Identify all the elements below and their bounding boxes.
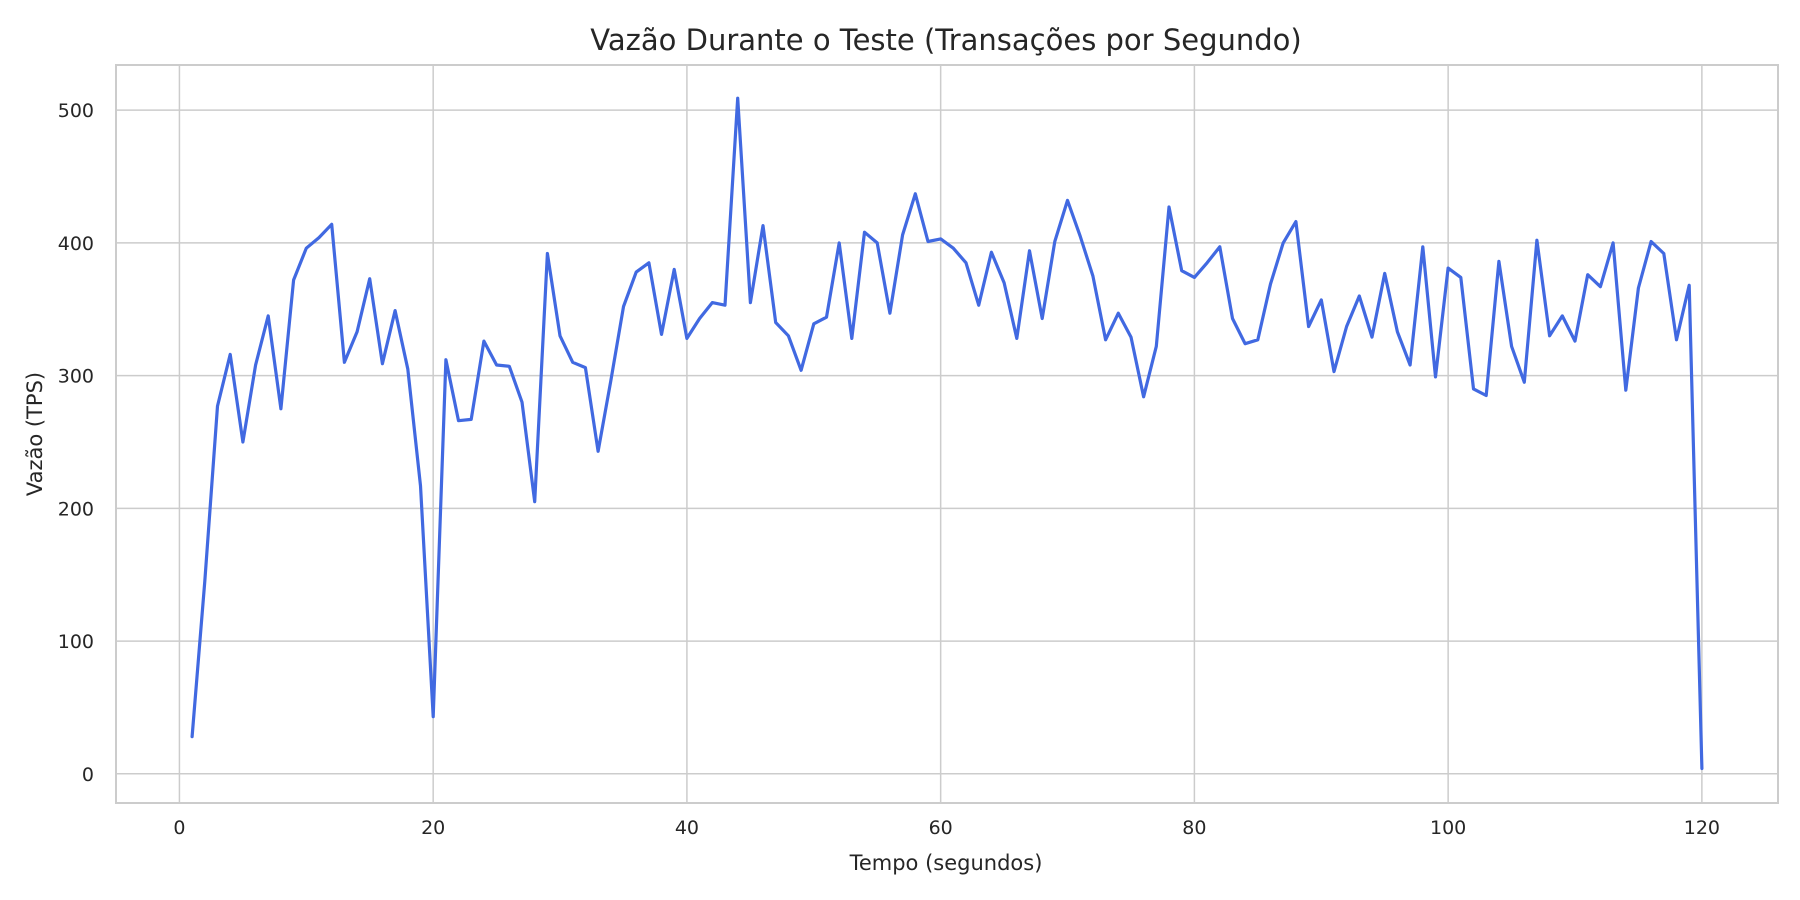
x-axis-label: Tempo (segundos) [849, 851, 1043, 875]
y-tick-label: 500 [58, 100, 94, 122]
plot-frame [115, 64, 1779, 804]
tick-labels: 0 20 40 60 80 100 120 0 100 200 300 400 500 [58, 100, 1720, 839]
chart-title: Vazão Durante o Teste (Transações por Se… [590, 23, 1301, 57]
x-tick-label: 100 [1430, 817, 1466, 839]
x-tick-label: 60 [929, 817, 953, 839]
throughput-series-line [190, 96, 1704, 771]
y-tick-label: 400 [58, 233, 94, 255]
y-tick-label: 200 [58, 498, 94, 520]
x-tick-label: 20 [421, 817, 445, 839]
x-tick-label: 0 [173, 817, 185, 839]
series-layer [190, 96, 1704, 771]
grid-lines [116, 65, 1778, 803]
y-axis-label: Vazão (TPS) [23, 372, 47, 496]
x-tick-label: 40 [675, 817, 699, 839]
x-tick-label: 80 [1182, 817, 1206, 839]
y-tick-label: 100 [58, 631, 94, 653]
x-tick-label: 120 [1684, 817, 1720, 839]
y-tick-label: 300 [58, 366, 94, 388]
y-tick-label: 0 [82, 764, 94, 786]
